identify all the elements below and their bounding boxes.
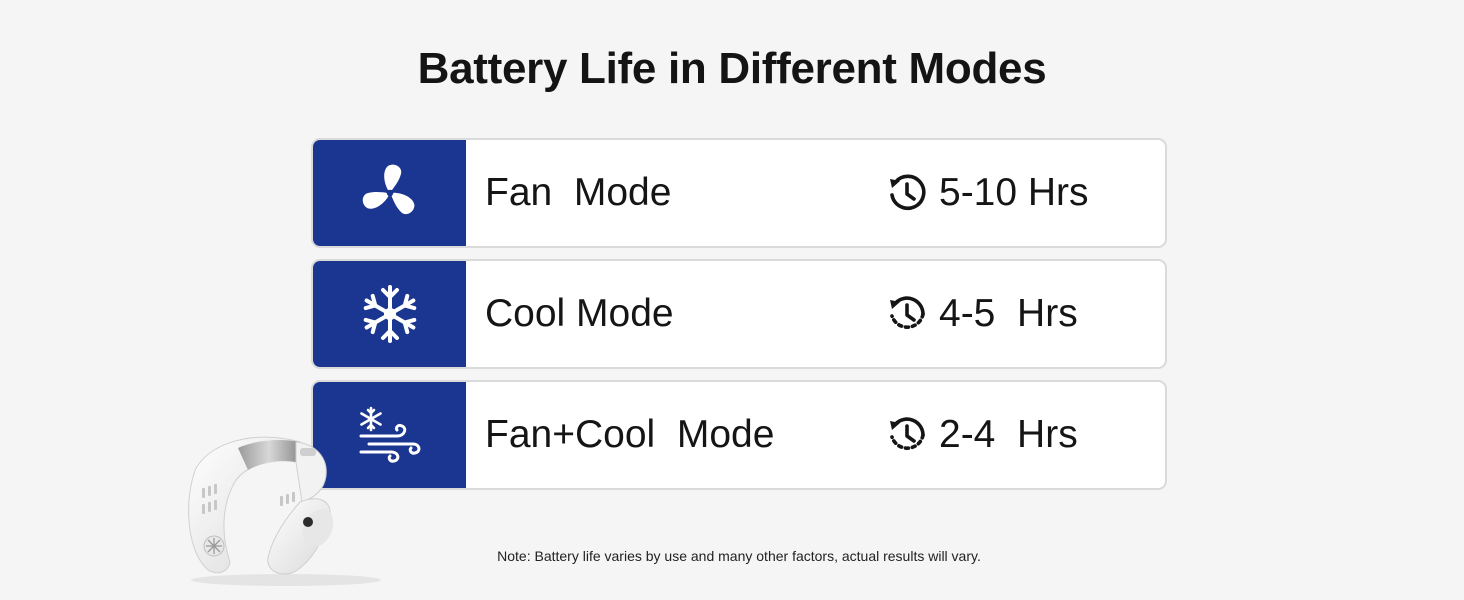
clock-history-icon — [887, 173, 927, 213]
battery-duration: 2-4 Hrs — [887, 382, 1078, 488]
mode-icon-box — [313, 140, 466, 246]
duration-value: 4-5 Hrs — [939, 292, 1078, 335]
battery-duration: 4-5 Hrs — [887, 261, 1078, 367]
mode-label: Cool Mode — [485, 292, 674, 335]
mode-row-fan-cool: Fan+Cool Mode 2-4 Hrs — [311, 380, 1167, 490]
duration-value: 5-10 Hrs — [939, 171, 1089, 214]
clock-history-icon — [887, 294, 927, 334]
battery-duration: 5-10 Hrs — [887, 140, 1089, 246]
mode-label: Fan Mode — [485, 171, 672, 214]
snowflake-icon — [363, 285, 416, 343]
duration-value: 2-4 Hrs — [939, 413, 1078, 456]
neck-fan-product-image — [188, 436, 381, 586]
mode-icon-box — [313, 261, 466, 367]
mode-icon-box — [313, 382, 466, 488]
disclaimer-note: Note: Battery life varies by use and man… — [497, 548, 981, 564]
clock-history-icon — [887, 415, 927, 455]
fan-icon — [362, 164, 414, 215]
snowflake-wind-icon — [359, 406, 420, 463]
page-title: Battery Life in Different Modes — [417, 44, 1047, 93]
mode-row-cool: Cool Mode 4-5 Hrs — [311, 259, 1167, 369]
mode-row-fan: Fan Mode 5-10 Hrs — [311, 138, 1167, 248]
mode-list: Fan Mode 5-10 Hrs — [311, 138, 1167, 501]
mode-label: Fan+Cool Mode — [485, 413, 775, 456]
